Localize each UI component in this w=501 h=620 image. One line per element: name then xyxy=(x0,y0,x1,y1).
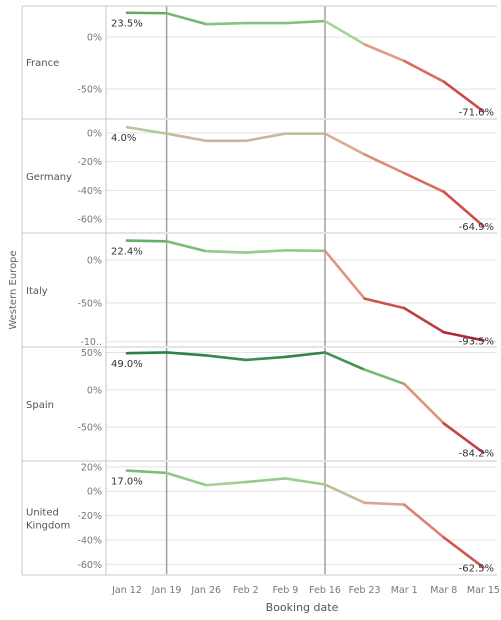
row-label-united-kingdom: Kingdom xyxy=(26,521,70,532)
series-segment-spain xyxy=(402,382,446,425)
x-tick-label: Jan 26 xyxy=(190,585,221,596)
x-tick-label: Feb 16 xyxy=(309,585,341,596)
series-segment-germany xyxy=(244,132,287,143)
y-tick-label-united-kingdom: -20% xyxy=(77,511,102,522)
series-segment-spain xyxy=(363,368,406,386)
x-tick-label: Jan 12 xyxy=(111,585,142,596)
y-tick-label-united-kingdom: -40% xyxy=(77,535,102,546)
series-segment-italy xyxy=(363,297,406,310)
series-segment-italy xyxy=(125,239,168,243)
series-segment-france xyxy=(165,11,208,26)
series-segment-spain xyxy=(165,351,208,357)
y-tick-label-germany: 0% xyxy=(87,128,102,139)
series-segment-germany xyxy=(323,132,366,156)
x-tick-label: Feb 2 xyxy=(233,585,259,596)
y-tick-label-germany: -40% xyxy=(77,186,102,197)
series-segment-france xyxy=(125,11,168,15)
series-segment-spain xyxy=(125,351,168,355)
series-segment-germany xyxy=(402,171,446,194)
y-tick-label-united-kingdom: 0% xyxy=(87,487,102,498)
series-segment-germany xyxy=(125,125,168,135)
row-label-france: France xyxy=(26,58,59,69)
x-tick-label: Mar 1 xyxy=(391,585,418,596)
y-tick-label-united-kingdom: 20% xyxy=(81,462,102,473)
group-label: Western Europe xyxy=(8,250,19,329)
series-segment-italy xyxy=(402,306,446,334)
row-label-spain: Spain xyxy=(26,400,54,411)
series-segment-italy xyxy=(165,240,208,253)
x-tick-label: Mar 8 xyxy=(430,585,457,596)
first-value-label-france: 23.5% xyxy=(111,19,143,30)
series-segment-france xyxy=(363,43,406,63)
first-value-label-united-kingdom: 17.0% xyxy=(111,477,143,488)
x-tick-label: Jan 19 xyxy=(151,585,182,596)
y-tick-label-spain: -50% xyxy=(77,423,102,434)
y-tick-label-italy: -50% xyxy=(77,298,102,309)
series-segment-italy xyxy=(244,249,287,254)
series-segment-spain xyxy=(323,351,366,371)
y-tick-label-germany: -20% xyxy=(77,157,102,168)
last-value-label-germany: -64.9% xyxy=(459,222,494,233)
row-label-united-kingdom: United xyxy=(26,508,59,519)
series-segment-france xyxy=(402,59,446,84)
y-tick-label-germany: -60% xyxy=(77,215,102,226)
x-axis-title: Booking date xyxy=(266,601,339,614)
series-segment-spain xyxy=(442,422,485,454)
series-segment-united-kingdom xyxy=(402,503,446,539)
y-tick-label-france: 0% xyxy=(87,33,102,44)
series-segment-united-kingdom xyxy=(284,477,327,486)
series-segment-united-kingdom xyxy=(442,536,485,569)
series-segment-united-kingdom xyxy=(204,480,248,487)
first-value-label-italy: 22.4% xyxy=(111,247,143,258)
series-segment-spain xyxy=(204,354,248,362)
series-segment-italy xyxy=(442,330,485,342)
series-segment-france xyxy=(284,19,327,25)
last-value-label-italy: -93.5% xyxy=(459,336,494,347)
series-segment-germany xyxy=(363,153,406,175)
y-tick-label-spain: 0% xyxy=(87,385,102,396)
series-segment-italy xyxy=(204,249,248,254)
series-segment-italy xyxy=(323,249,366,300)
y-tick-label-italy: 0% xyxy=(87,255,102,266)
y-tick-label-spain: 50% xyxy=(81,348,102,359)
y-tick-label-france: -50% xyxy=(77,84,102,95)
series-segment-germany xyxy=(165,132,208,143)
series-segment-germany xyxy=(442,190,485,228)
last-value-label-united-kingdom: -62.5% xyxy=(459,563,494,574)
last-value-label-spain: -84.2% xyxy=(459,449,494,460)
first-value-label-germany: 4.0% xyxy=(111,133,136,144)
y-tick-label-italy: -10.. xyxy=(80,337,102,348)
row-label-italy: Italy xyxy=(26,286,48,297)
series-segment-spain xyxy=(284,351,327,359)
last-value-label-france: -71.6% xyxy=(459,107,494,118)
series-segment-france xyxy=(442,80,485,113)
series-segment-united-kingdom xyxy=(323,483,366,505)
y-tick-label-united-kingdom: -60% xyxy=(77,560,102,571)
series-segment-united-kingdom xyxy=(165,471,208,487)
series-segment-france xyxy=(323,19,366,46)
series-segment-united-kingdom xyxy=(244,477,287,484)
series-segment-united-kingdom xyxy=(363,501,406,506)
series-segment-united-kingdom xyxy=(125,469,168,475)
first-value-label-spain: 49.0% xyxy=(111,359,143,370)
x-tick-label: Feb 23 xyxy=(349,585,381,596)
x-tick-label: Feb 9 xyxy=(272,585,298,596)
series-segment-spain xyxy=(244,355,287,362)
row-label-germany: Germany xyxy=(26,172,72,183)
series-segment-france xyxy=(204,21,248,26)
x-tick-label: Mar 15 xyxy=(467,585,500,596)
